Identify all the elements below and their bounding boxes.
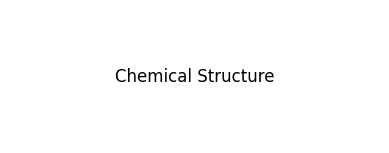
Text: Chemical Structure: Chemical Structure xyxy=(115,67,274,86)
